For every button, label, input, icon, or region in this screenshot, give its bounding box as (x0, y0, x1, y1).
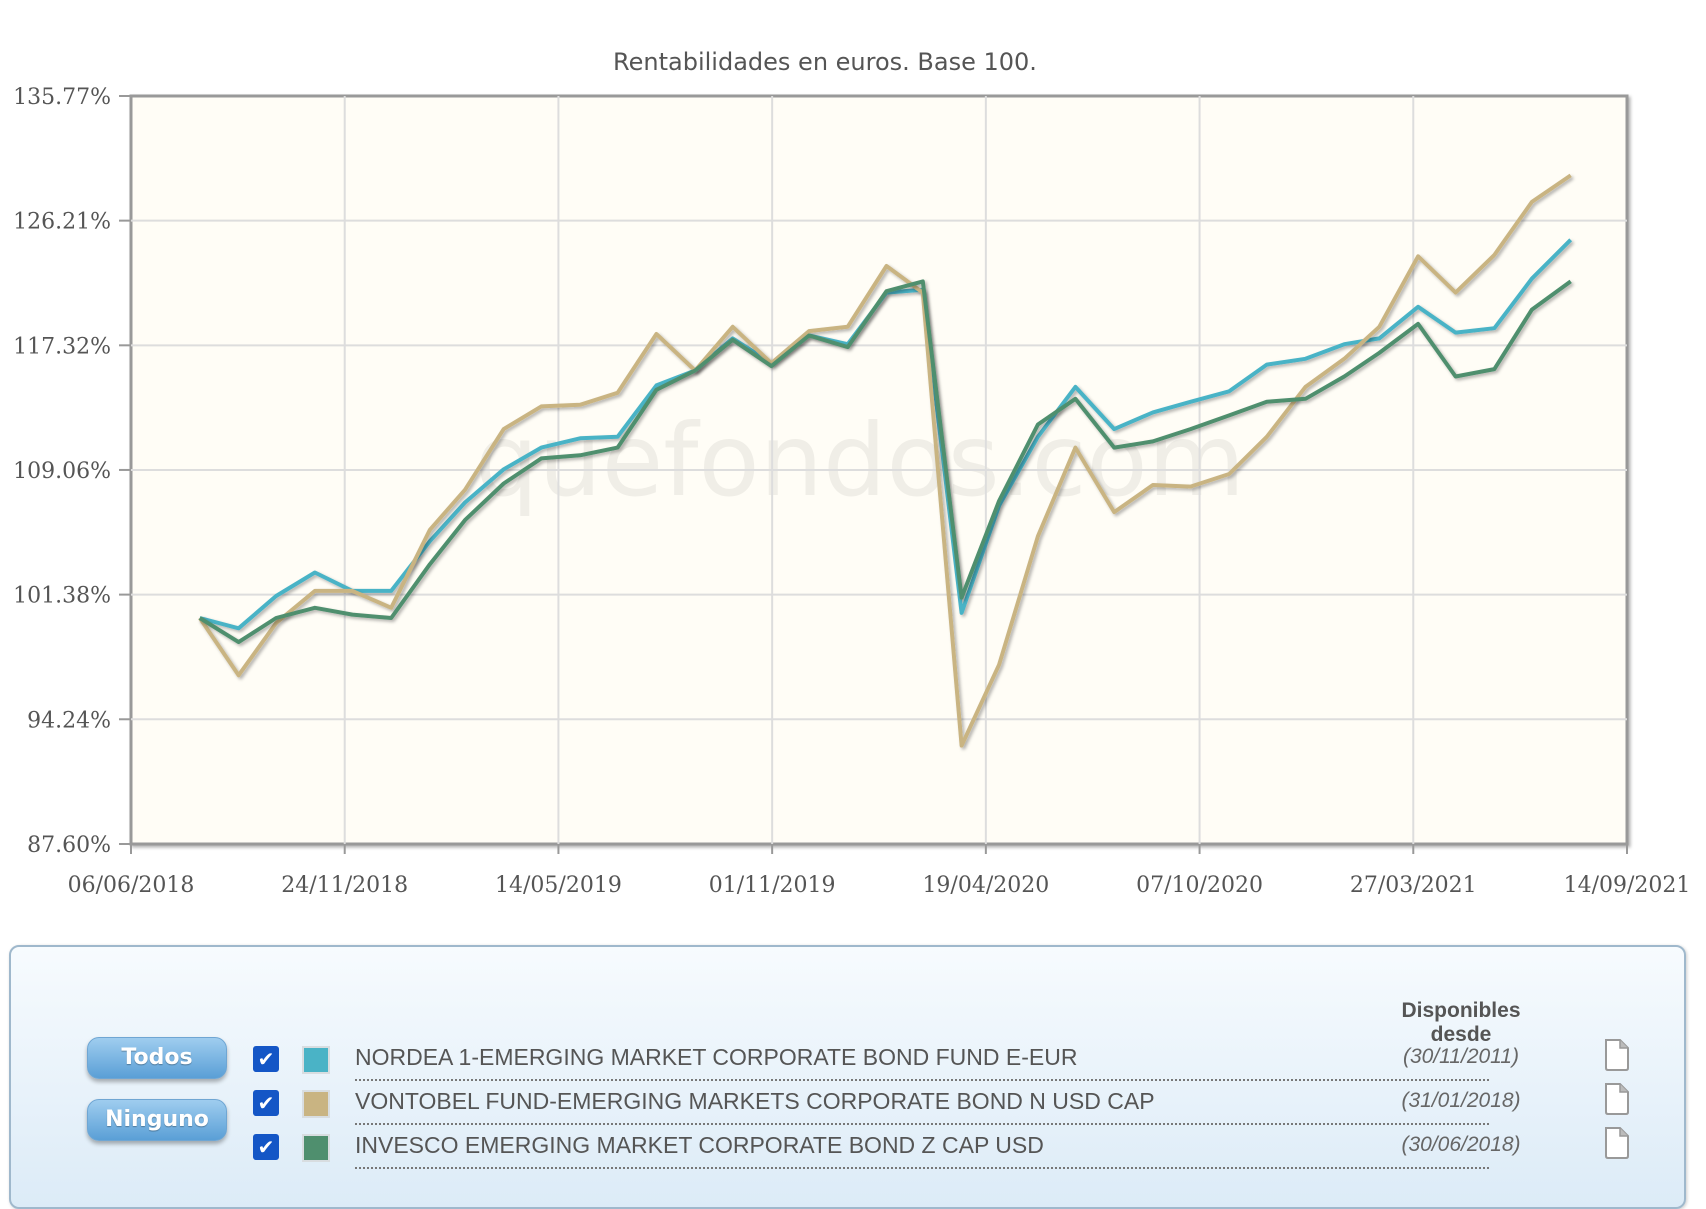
x-tick-label: 19/04/2020 (922, 873, 1049, 898)
y-tick-label: 135.77% (13, 85, 111, 110)
fund-checkbox[interactable]: ✔ (253, 1134, 279, 1160)
fund-row: ✔ VONTOBEL FUND-EMERGING MARKETS CORPORA… (241, 1083, 1641, 1131)
document-icon[interactable] (1603, 1081, 1631, 1117)
row-divider (355, 1123, 1489, 1125)
fund-name[interactable]: INVESCO EMERGING MARKET CORPORATE BOND Z… (355, 1132, 1044, 1158)
select-all-button[interactable]: Todos (87, 1037, 227, 1079)
row-divider (355, 1167, 1489, 1169)
fund-row: ✔ INVESCO EMERGING MARKET CORPORATE BOND… (241, 1127, 1641, 1175)
fund-checkbox[interactable]: ✔ (253, 1046, 279, 1072)
series-line-2 (198, 279, 1572, 645)
x-tick-label: 27/03/2021 (1350, 873, 1477, 898)
x-tick-label: 24/11/2018 (281, 873, 408, 898)
color-swatch (302, 1134, 330, 1162)
row-divider (355, 1079, 1489, 1081)
color-swatch (302, 1046, 330, 1074)
fund-selector-panel: Todos Ninguno Disponibles desde ✔ NORDEA… (9, 945, 1686, 1209)
x-tick-label: 14/05/2019 (495, 873, 622, 898)
y-tick-label: 117.32% (13, 334, 111, 359)
chart-title: Rentabilidades en euros. Base 100. (613, 48, 1037, 76)
available-since-header: Disponibles desde (1401, 999, 1521, 1046)
series-line-1 (198, 173, 1572, 748)
fund-checkbox[interactable]: ✔ (253, 1090, 279, 1116)
y-tick-label: 126.21% (13, 210, 111, 235)
available-since-date: (30/06/2018) (1401, 1133, 1521, 1156)
y-tick-label: 101.38% (13, 584, 111, 609)
fund-name[interactable]: NORDEA 1-EMERGING MARKET CORPORATE BOND … (355, 1044, 1078, 1070)
color-swatch (302, 1090, 330, 1118)
y-tick-label: 109.06% (13, 459, 111, 484)
watermark: quefondos.com (475, 402, 1245, 519)
x-tick-label: 06/06/2018 (68, 873, 195, 898)
fund-row: ✔ NORDEA 1-EMERGING MARKET CORPORATE BON… (241, 1039, 1641, 1087)
document-icon[interactable] (1603, 1037, 1631, 1073)
select-none-button[interactable]: Ninguno (87, 1099, 227, 1141)
x-tick-label: 07/10/2020 (1136, 873, 1263, 898)
x-tick-label: 14/09/2021 (1564, 873, 1691, 898)
x-tick-label: 01/11/2019 (709, 873, 836, 898)
fund-name[interactable]: VONTOBEL FUND-EMERGING MARKETS CORPORATE… (355, 1088, 1155, 1114)
available-since-date: (31/01/2018) (1401, 1089, 1521, 1112)
performance-chart: Rentabilidades en euros. Base 100. quefo… (13, 48, 1691, 898)
document-icon[interactable] (1603, 1125, 1631, 1161)
y-tick-label: 87.60% (27, 833, 111, 858)
y-tick-label: 94.24% (27, 708, 111, 733)
available-since-date: (30/11/2011) (1403, 1045, 1519, 1068)
